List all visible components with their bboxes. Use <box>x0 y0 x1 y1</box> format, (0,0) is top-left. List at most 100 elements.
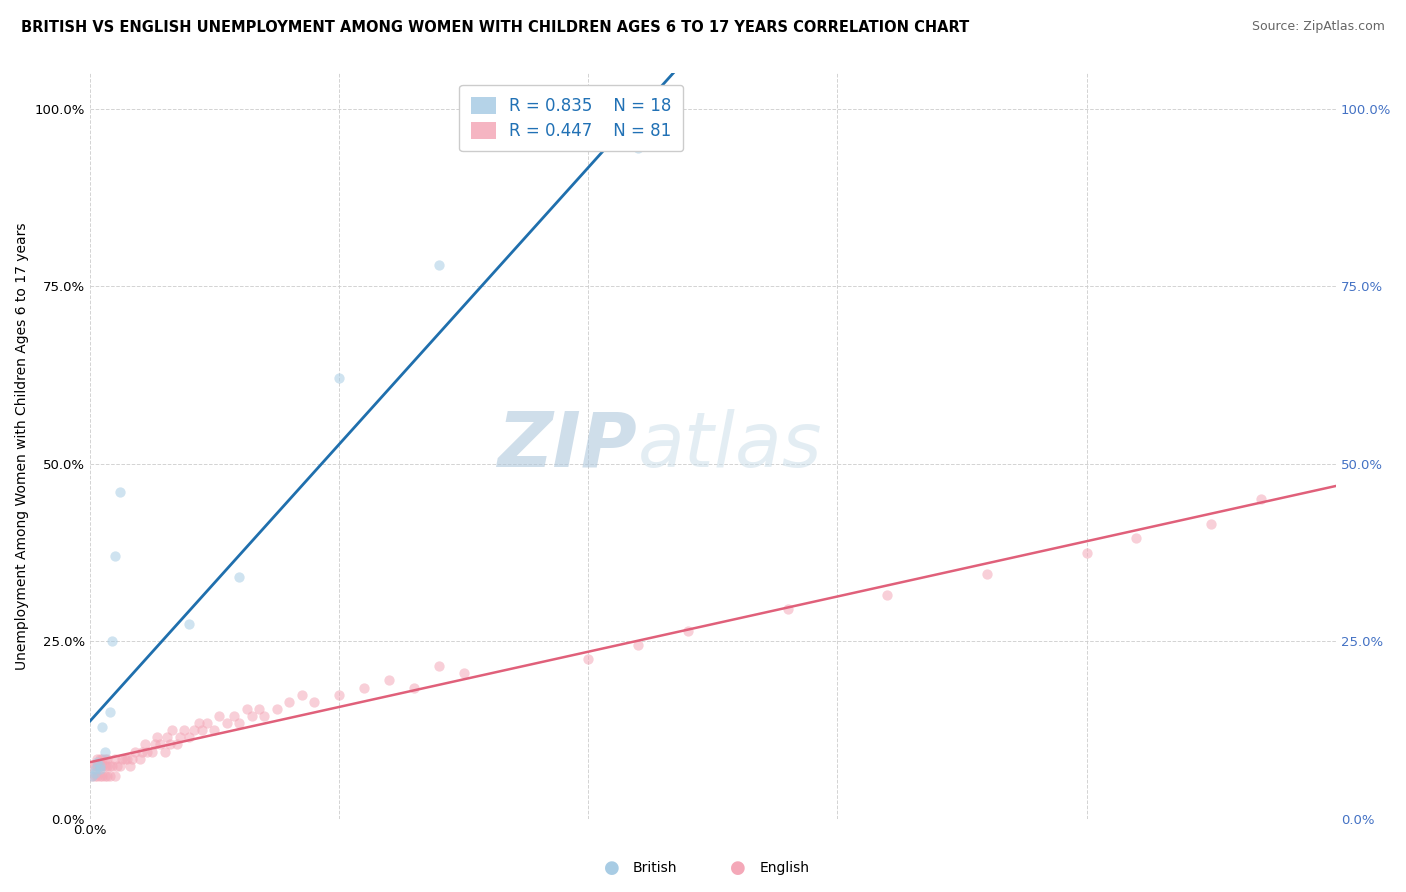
Point <box>353 681 375 695</box>
Point <box>86 769 108 783</box>
Point <box>228 570 250 584</box>
Y-axis label: Unemployment Among Women with Children Ages 6 to 17 years: Unemployment Among Women with Children A… <box>15 222 30 670</box>
Point <box>179 616 201 631</box>
Point <box>82 769 104 783</box>
Text: English: English <box>759 861 810 875</box>
Point <box>93 744 115 758</box>
Point <box>118 758 141 772</box>
Point <box>202 723 225 738</box>
Point <box>96 758 118 772</box>
Point <box>98 769 121 783</box>
Point <box>156 731 179 745</box>
Point <box>82 758 104 772</box>
Point <box>89 769 111 783</box>
Point <box>576 652 599 666</box>
Text: Source: ZipAtlas.com: Source: ZipAtlas.com <box>1251 20 1385 33</box>
Point <box>247 702 270 716</box>
Point <box>128 751 150 765</box>
Point <box>173 723 195 738</box>
Point <box>83 769 105 783</box>
Point <box>86 758 108 772</box>
Point <box>153 744 176 758</box>
Point <box>96 751 118 765</box>
Point <box>169 731 191 745</box>
Point <box>115 751 138 765</box>
Point <box>83 762 105 776</box>
Point <box>114 751 136 765</box>
Point <box>676 624 699 638</box>
Point <box>141 744 163 758</box>
Point <box>101 758 124 772</box>
Point <box>453 666 475 681</box>
Point <box>124 744 146 758</box>
Point <box>278 695 301 709</box>
Point <box>160 723 183 738</box>
Point <box>86 755 108 769</box>
Point <box>627 140 650 154</box>
Point <box>82 769 104 783</box>
Point <box>148 738 170 752</box>
Point <box>143 738 166 752</box>
Point <box>183 723 205 738</box>
Point <box>104 549 127 563</box>
Point <box>83 765 105 780</box>
Point <box>134 738 156 752</box>
Point <box>111 751 134 765</box>
Point <box>640 133 662 147</box>
Point <box>166 738 188 752</box>
Point <box>159 738 181 752</box>
Point <box>427 258 450 272</box>
Point <box>228 716 250 731</box>
Text: ●: ● <box>730 859 747 877</box>
Text: BRITISH VS ENGLISH UNEMPLOYMENT AMONG WOMEN WITH CHILDREN AGES 6 TO 17 YEARS COR: BRITISH VS ENGLISH UNEMPLOYMENT AMONG WO… <box>21 20 969 35</box>
Point <box>266 702 288 716</box>
Point <box>89 758 111 772</box>
Point <box>240 709 263 723</box>
Point <box>253 709 276 723</box>
Point <box>93 769 115 783</box>
Point <box>104 751 127 765</box>
Point <box>627 638 650 652</box>
Point <box>1250 492 1272 507</box>
Legend: R = 0.835    N = 18, R = 0.447    N = 81: R = 0.835 N = 18, R = 0.447 N = 81 <box>460 85 683 152</box>
Point <box>1076 545 1098 559</box>
Point <box>89 762 111 776</box>
Point <box>291 688 314 702</box>
Point <box>378 673 401 688</box>
Point <box>302 695 325 709</box>
Point <box>236 702 259 716</box>
Point <box>179 731 201 745</box>
Point <box>89 758 111 772</box>
Point <box>136 744 159 758</box>
Point <box>1125 532 1147 546</box>
Point <box>131 744 153 758</box>
Point <box>215 716 238 731</box>
Point <box>91 758 114 772</box>
Point <box>224 709 246 723</box>
Point <box>98 706 121 720</box>
Text: ZIP: ZIP <box>498 409 638 483</box>
Point <box>104 769 127 783</box>
Point <box>108 758 131 772</box>
Point <box>427 659 450 673</box>
Point <box>1199 517 1222 532</box>
Point <box>328 371 350 385</box>
Text: ●: ● <box>603 859 620 877</box>
Point <box>146 731 169 745</box>
Point <box>328 688 350 702</box>
Point <box>89 751 111 765</box>
Point <box>108 485 131 500</box>
Point <box>91 769 114 783</box>
Text: atlas: atlas <box>638 409 823 483</box>
Point <box>93 751 115 765</box>
Point <box>876 588 898 602</box>
Point <box>776 602 799 616</box>
Point <box>91 720 114 734</box>
Point <box>195 716 218 731</box>
Point <box>208 709 231 723</box>
Point <box>101 634 124 648</box>
Point <box>105 758 128 772</box>
Point <box>402 681 425 695</box>
Point <box>96 769 118 783</box>
Point <box>86 751 108 765</box>
